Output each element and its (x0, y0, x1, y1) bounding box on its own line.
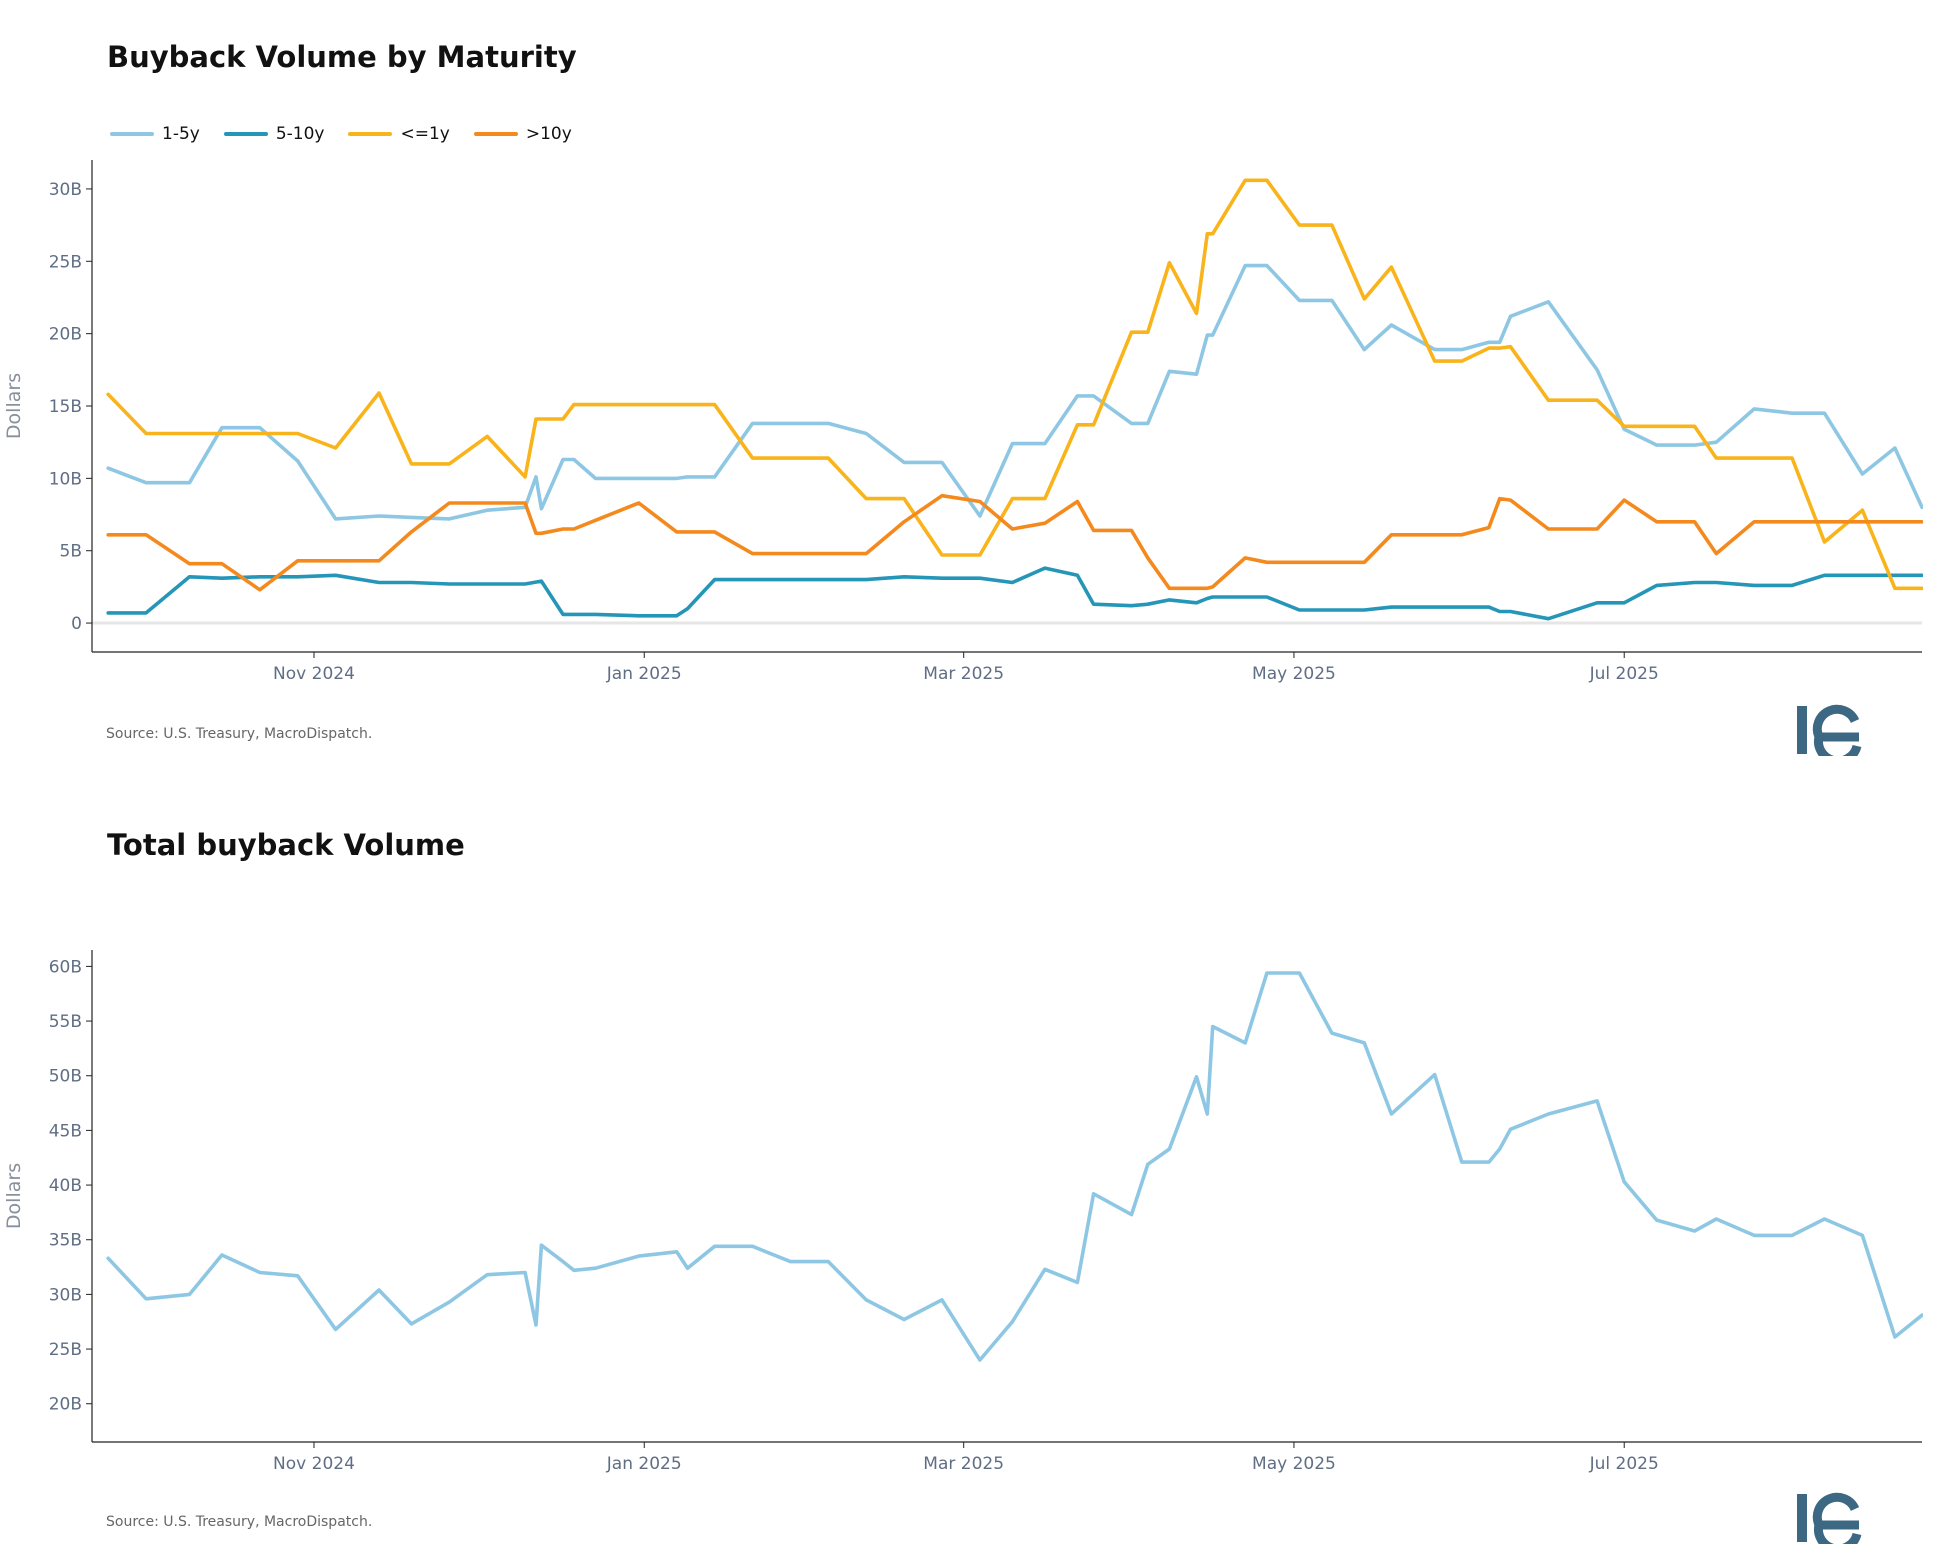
x-tick-label: Mar 2025 (923, 1454, 1004, 1474)
y-axis-label: Dollars (3, 373, 25, 439)
legend-item-5-10y[interactable]: 5-10y (223, 124, 325, 144)
y-tick-label: 40B (49, 1176, 82, 1196)
legend-item-le-1y[interactable]: <=1y (348, 124, 450, 144)
x-tick-label: Jul 2025 (1589, 1454, 1659, 1474)
legend-item-1-5y[interactable]: 1-5y (110, 124, 200, 144)
x-tick-label: May 2025 (1252, 1454, 1336, 1474)
source-note: Source: U.S. Treasury, MacroDispatch. (106, 1514, 373, 1530)
ie-logo (1797, 704, 1862, 756)
x-tick-label: Nov 2024 (273, 1454, 355, 1474)
legend-swatch (110, 132, 154, 136)
y-tick-label: 0 (71, 614, 82, 634)
x-tick-label: Mar 2025 (923, 664, 1004, 684)
y-tick-label: 20B (49, 1395, 82, 1415)
x-tick-label: Jan 2025 (606, 1454, 682, 1474)
legend-swatch (473, 132, 518, 136)
y-tick-label: 15B (49, 397, 82, 417)
x-tick-label: Jul 2025 (1589, 664, 1659, 684)
chart-panel-total: Total buyback Volume 20B 25B 30B 35B 40B 45B 5… (0, 790, 1952, 1560)
y-tick-label: 45B (49, 1121, 82, 1141)
chart-title: Total buyback Volume (107, 828, 465, 862)
series-line-5-10y[interactable] (106, 566, 1923, 621)
y-tick-label: 50B (49, 1067, 82, 1087)
chart-panel-maturity: Buyback Volume by Maturity 1-5y 5-10y <=… (3, 40, 1923, 756)
chart-title: Buyback Volume by Maturity (107, 40, 577, 74)
legend: 1-5y 5-10y <=1y >10y (110, 124, 572, 144)
legend-label: 1-5y (162, 124, 200, 144)
y-tick-label: 35B (49, 1231, 82, 1251)
series-line-10y[interactable] (106, 493, 1923, 592)
series-line-total[interactable] (106, 971, 1923, 1362)
x-tick-label: Nov 2024 (273, 664, 355, 684)
plot-area: 20B 25B 30B 35B 40B 45B 50B 55B 60B Nov 2024 Jan 2… (3, 950, 1923, 1474)
y-tick-label: 25B (49, 1340, 82, 1360)
legend-item-gt-10y[interactable]: >10y (473, 124, 572, 144)
legend-label: >10y (525, 124, 572, 144)
legend-label: 5-10y (275, 124, 325, 144)
plot-area: 0 5B 10B 15B 20B 25B 30B Nov 2024 Jan 2025 Mar 20… (3, 160, 1923, 684)
legend-swatch (348, 132, 393, 136)
y-tick-label: 5B (60, 542, 82, 562)
y-axis-label: Dollars (3, 1163, 25, 1229)
legend-label: <=1y (400, 124, 450, 144)
y-tick-label: 60B (49, 957, 82, 977)
ie-logo (1797, 1492, 1862, 1544)
source-note: Source: U.S. Treasury, MacroDispatch. (106, 726, 373, 742)
y-tick-label: 30B (49, 180, 82, 200)
x-tick-label: Jan 2025 (606, 664, 682, 684)
y-tick-label: 20B (49, 325, 82, 345)
y-tick-label: 10B (49, 469, 82, 489)
y-tick-label: 30B (49, 1285, 82, 1305)
y-tick-label: 55B (49, 1012, 82, 1032)
series-line-1y[interactable] (106, 178, 1923, 591)
series-line-1-5y[interactable] (106, 263, 1923, 521)
y-tick-label: 25B (49, 252, 82, 272)
x-tick-label: May 2025 (1252, 664, 1336, 684)
legend-swatch (223, 132, 268, 136)
